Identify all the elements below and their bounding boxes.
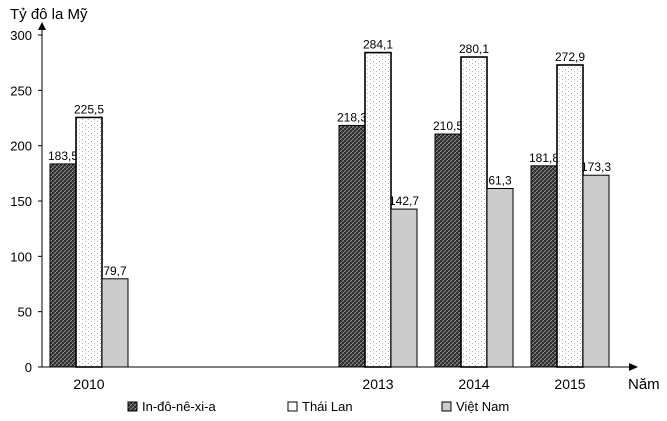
y-axis-arrow bbox=[38, 22, 46, 30]
bar-indonesia-2013 bbox=[338, 124, 366, 368]
bar-vietnam-2015 bbox=[582, 174, 610, 368]
data-label-indonesia-2014: 210,5 bbox=[433, 119, 463, 133]
legend-swatch-vietnam bbox=[441, 401, 452, 412]
y-tick-label: 250 bbox=[10, 83, 32, 98]
bar-thailand-2015 bbox=[556, 64, 584, 368]
y-axis-label: Tỷ đô la Mỹ bbox=[10, 6, 88, 23]
legend-label-indonesia: In-đô-nê-xi-a bbox=[142, 399, 216, 414]
data-label-indonesia-2010: 183,5 bbox=[48, 149, 78, 163]
data-label-thailand-2014: 280,1 bbox=[459, 42, 489, 56]
x-axis-arrow bbox=[629, 363, 638, 371]
y-tick-label: 300 bbox=[10, 28, 32, 43]
data-label-thailand-2015: 272,9 bbox=[555, 50, 585, 64]
y-tick-label: 100 bbox=[10, 249, 32, 264]
y-tick-label: 0 bbox=[25, 360, 32, 375]
legend-label-vietnam: Việt Nam bbox=[456, 399, 509, 414]
bar-thailand-2014 bbox=[460, 56, 488, 368]
bar-vietnam-2010 bbox=[101, 278, 129, 368]
legend: In-đô-nê-xi-a Thái Lan Việt Nam bbox=[127, 399, 509, 414]
data-label-vietnam-2013: 142,7 bbox=[389, 194, 419, 208]
bar-vietnam-2013 bbox=[390, 208, 418, 368]
data-label-vietnam-2010: 79,7 bbox=[103, 264, 127, 278]
x-tick-label-2013: 2013 bbox=[362, 376, 393, 392]
bar-indonesia-2015 bbox=[530, 165, 558, 368]
y-tick-label: 150 bbox=[10, 194, 32, 209]
bar-thailand-2010 bbox=[75, 116, 103, 368]
data-label-vietnam-2014: 61,3 bbox=[488, 173, 512, 187]
bar-vietnam-2014 bbox=[486, 187, 514, 368]
legend-swatch-indonesia bbox=[127, 401, 138, 412]
data-label-thailand-2010: 225,5 bbox=[74, 102, 104, 116]
data-label-indonesia-2013: 218,3 bbox=[337, 110, 367, 124]
bar-indonesia-2010 bbox=[49, 163, 77, 368]
y-tick-label: 50 bbox=[18, 305, 32, 320]
legend-swatch-thailand bbox=[287, 401, 298, 412]
bar-thailand-2013 bbox=[364, 51, 392, 368]
x-axis-label: Năm bbox=[628, 376, 660, 393]
data-label-vietnam-2015: 173,3 bbox=[581, 160, 611, 174]
data-label-indonesia-2015: 181,8 bbox=[529, 151, 559, 165]
data-label-thailand-2013: 284,1 bbox=[363, 38, 393, 52]
x-tick-label-2014: 2014 bbox=[458, 376, 489, 392]
y-tick-label: 200 bbox=[10, 139, 32, 154]
x-tick-label-2010: 2010 bbox=[73, 376, 104, 392]
bar-indonesia-2014 bbox=[434, 133, 462, 368]
legend-label-thailand: Thái Lan bbox=[302, 399, 353, 414]
x-tick-label-2015: 2015 bbox=[554, 376, 585, 392]
